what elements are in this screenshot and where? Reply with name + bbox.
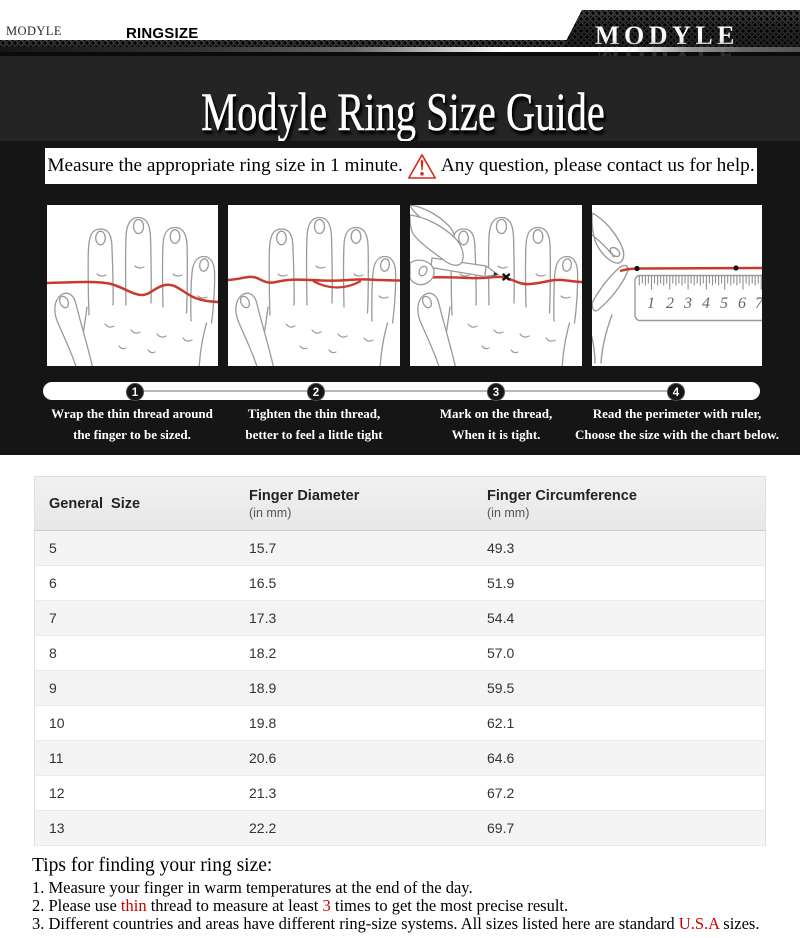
svg-text:6: 6 — [738, 295, 746, 312]
svg-text:7: 7 — [755, 295, 762, 312]
svg-text:2: 2 — [666, 295, 674, 312]
svg-text:1: 1 — [647, 295, 655, 312]
svg-text:5: 5 — [720, 295, 728, 312]
svg-text:3: 3 — [683, 295, 692, 312]
svg-text:4: 4 — [702, 295, 710, 312]
